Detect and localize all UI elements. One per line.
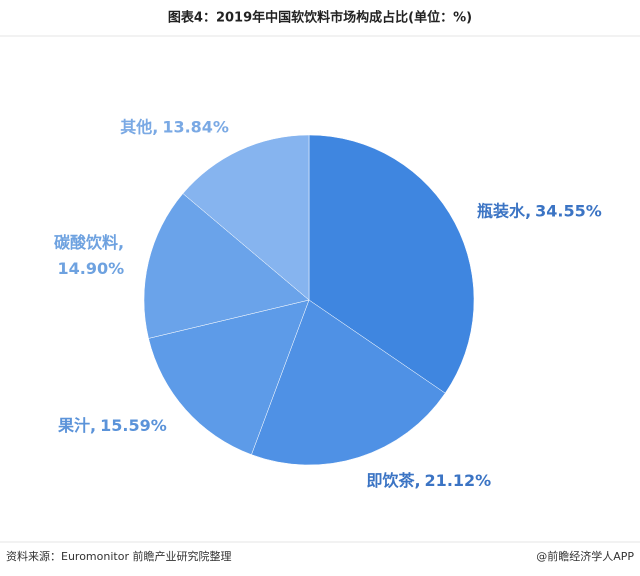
data-label: 其他, 13.84% xyxy=(120,117,229,136)
source: 资料来源：Euromonitor 前瞻产业研究院整理 xyxy=(6,549,231,563)
pie-slice xyxy=(182,134,310,301)
value-label: 15.59% xyxy=(100,415,167,434)
pie-slice xyxy=(148,299,310,455)
label-separator: , xyxy=(525,201,531,220)
data-label: 即饮茶, 21.12% xyxy=(366,471,491,490)
data-label: 碳酸饮料, 14.90% xyxy=(54,233,124,278)
category-label: 即饮茶 xyxy=(366,471,415,490)
value-label: 34.55% xyxy=(535,201,602,220)
category-label: 其他 xyxy=(120,117,152,136)
pie-slice xyxy=(251,299,446,466)
category-label: 果汁 xyxy=(57,415,90,434)
label-separator: , xyxy=(90,415,96,434)
label-separator: , xyxy=(118,233,124,252)
value-label: 13.84% xyxy=(162,117,229,136)
credit: @前瞻经济学人APP xyxy=(536,549,634,563)
data-label: 果汁, 15.59% xyxy=(57,415,167,434)
chart-title: 图表4：2019年中国软饮料市场构成占比(单位：%) xyxy=(168,10,472,26)
value-label: 21.12% xyxy=(425,471,492,490)
label-separator: , xyxy=(152,117,158,136)
pie-slice xyxy=(308,134,475,394)
value-label: 14.90% xyxy=(57,259,124,278)
pie-slice xyxy=(143,193,310,339)
category-label: 瓶装水 xyxy=(477,201,526,220)
label-separator: , xyxy=(414,471,420,490)
data-label: 瓶装水, 34.55% xyxy=(477,201,602,220)
category-label: 碳酸饮料 xyxy=(54,233,118,252)
